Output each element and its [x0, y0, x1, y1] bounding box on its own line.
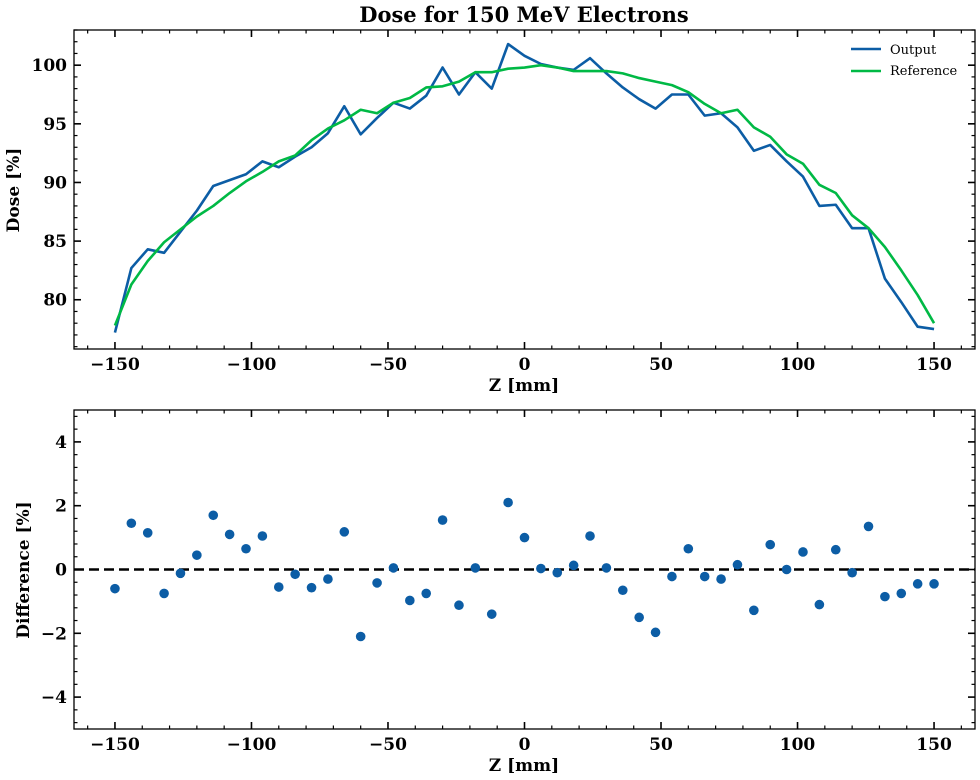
difference-point [372, 578, 382, 588]
difference-point [437, 515, 448, 525]
difference-point [601, 563, 612, 573]
dose-x-tick-label: 50 [649, 355, 673, 375]
difference-point [781, 564, 792, 575]
difference-x-tick-label: −50 [369, 735, 407, 755]
difference-axes-frame [73, 409, 976, 730]
difference-point [765, 539, 776, 550]
difference-x-tick-label: 50 [649, 735, 673, 755]
difference-point [929, 579, 939, 589]
difference-point [749, 605, 759, 616]
difference-point [863, 521, 874, 532]
dose-chart-title: Dose for 150 MeV Electrons [359, 2, 688, 27]
dose-y-tick-label: 95 [43, 115, 67, 135]
difference-point [175, 568, 186, 579]
difference-point [896, 588, 907, 599]
difference-point [519, 532, 530, 543]
difference-point [568, 560, 579, 571]
difference-point [421, 588, 432, 599]
difference-y-tick-label: 2 [55, 497, 67, 517]
difference-point [355, 631, 366, 642]
difference-point [208, 510, 219, 521]
difference-point [290, 569, 300, 580]
difference-x-axis-label: Z [mm] [489, 756, 559, 776]
dose-x-tick-label: −150 [90, 355, 140, 375]
dose-y-tick-label: 85 [43, 232, 67, 252]
dose-x-tick-label: 0 [519, 355, 531, 375]
reference-series-line [113, 63, 936, 327]
dose-panel: Dose for 150 MeV Electrons −150 −100 −50 0 5… [4, 2, 976, 396]
difference-point [503, 497, 513, 508]
difference-point [683, 543, 694, 554]
difference-point [634, 612, 644, 623]
difference-point [585, 531, 595, 541]
difference-point [306, 582, 317, 593]
difference-point [536, 563, 546, 574]
difference-point [716, 574, 726, 584]
output-series-line [113, 42, 935, 333]
difference-point [454, 600, 464, 611]
difference-point [486, 609, 497, 619]
difference-point [126, 518, 137, 529]
difference-y-axis-label: Difference [%] [14, 501, 34, 638]
difference-y-tick-label: 0 [55, 561, 67, 581]
difference-point [159, 588, 169, 599]
difference-point [405, 595, 415, 606]
difference-x-tick-label: −150 [90, 735, 140, 755]
difference-point [880, 591, 890, 602]
difference-x-tick-label: 100 [780, 735, 816, 755]
dose-y-axis-label: Dose [%] [4, 148, 24, 233]
difference-point [552, 567, 563, 578]
difference-point [814, 599, 825, 610]
dose-plot-area: −150 −100 −50 0 50 100 150 80 85 90 95 100 [32, 29, 976, 375]
difference-point [110, 583, 120, 594]
difference-point [142, 528, 153, 538]
difference-point [470, 563, 481, 573]
difference-point [241, 543, 251, 554]
difference-point [617, 585, 628, 596]
difference-point [650, 627, 661, 638]
difference-y-tick-label: −2 [41, 624, 67, 644]
dose-x-tick-label: 100 [780, 355, 816, 375]
difference-point [732, 559, 743, 570]
dose-legend: Output Reference [851, 43, 958, 79]
difference-point [388, 563, 399, 573]
difference-panel: −150 −100 −50 0 50 100 150 −4 −2 0 2 4 Z [mm] Diffe… [14, 409, 976, 776]
dose-axes-frame [73, 29, 976, 350]
legend-reference-label: Reference [890, 64, 958, 79]
difference-point [224, 529, 235, 540]
difference-point [798, 547, 808, 557]
dose-y-tick-label: 100 [32, 56, 68, 76]
difference-x-tick-label: 150 [916, 735, 952, 755]
difference-point [273, 582, 284, 592]
dose-x-tick-label: −100 [227, 355, 277, 375]
dose-x-axis-label: Z [mm] [489, 376, 559, 396]
difference-y-tick-label: 4 [55, 433, 67, 453]
dose-x-tick-label: 150 [916, 355, 952, 375]
difference-point [912, 579, 923, 589]
difference-point [699, 571, 710, 582]
difference-point [830, 544, 841, 555]
difference-plot-area: −150 −100 −50 0 50 100 150 −4 −2 0 2 4 [41, 409, 976, 755]
dose-y-tick-label: 90 [43, 173, 67, 193]
difference-point [323, 574, 333, 584]
difference-point [192, 550, 202, 560]
difference-point [339, 527, 350, 537]
difference-y-tick-label: −4 [41, 688, 67, 708]
legend-output-label: Output [890, 43, 937, 58]
dose-y-tick-label: 80 [43, 291, 67, 311]
difference-x-tick-label: 0 [519, 735, 531, 755]
difference-point [667, 571, 677, 582]
dose-x-tick-label: −50 [369, 355, 407, 375]
difference-point [847, 567, 857, 578]
difference-x-tick-label: −100 [227, 735, 277, 755]
difference-point [257, 531, 268, 541]
